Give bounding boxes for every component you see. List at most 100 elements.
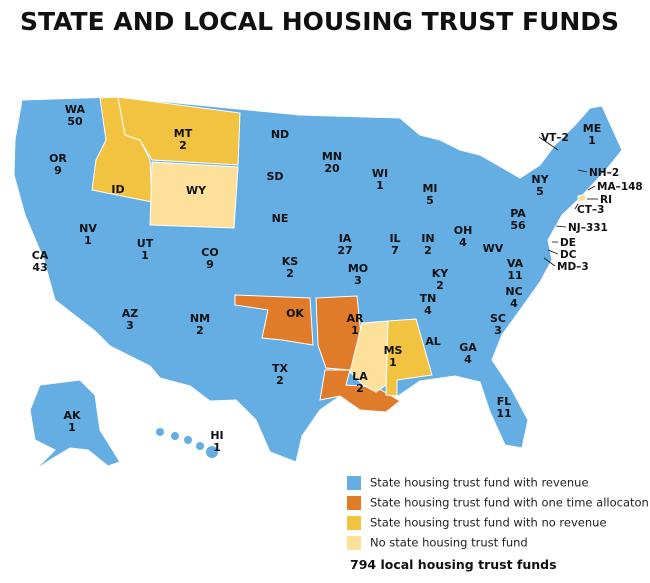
state-abbr: NY: [531, 173, 549, 186]
state-count: 7: [391, 244, 399, 257]
state-abbr: SC: [490, 312, 506, 325]
state-abbr: AK: [63, 409, 81, 422]
state-count: 4: [464, 353, 472, 366]
callout-line: [538, 136, 559, 151]
state-abbr: NV: [79, 222, 97, 235]
state-shape: [234, 294, 314, 346]
state-abbr: KS: [282, 255, 299, 268]
state-abbr: ID: [111, 183, 124, 196]
legend-label: State housing trust fund with no revenue: [370, 516, 607, 530]
state-count: 56: [510, 219, 526, 232]
callout-label: DC: [560, 249, 577, 261]
state-count: 2: [424, 244, 432, 257]
state-shape: [577, 193, 587, 203]
state-abbr: OH: [454, 224, 473, 237]
state-shape: [156, 428, 164, 436]
callout-line: [577, 169, 588, 173]
callout-label: NJ–331: [568, 222, 608, 234]
state-abbr: LA: [352, 370, 368, 383]
state-count: 2: [179, 139, 187, 152]
state-abbr: IN: [421, 232, 434, 245]
state-abbr: KY: [432, 267, 450, 280]
state-abbr: NE: [272, 212, 289, 225]
state-shape: [117, 96, 241, 166]
state-count: 1: [389, 356, 397, 369]
state-abbr: MT: [174, 127, 193, 140]
state-abbr: MN: [322, 150, 342, 163]
callout-label: CT–3: [577, 204, 604, 216]
callout-line: [547, 249, 559, 255]
state-count: 3: [494, 324, 502, 337]
callout-line: [543, 257, 556, 267]
state-abbr: GA: [459, 341, 477, 354]
state-abbr: OR: [49, 152, 67, 165]
state-count: 2: [436, 279, 444, 292]
state-abbr: PA: [510, 207, 526, 220]
callout-label: RI: [600, 194, 612, 206]
title: STATE AND LOCAL HOUSING TRUST FUNDS: [20, 7, 619, 36]
state-abbr: WY: [186, 184, 207, 197]
state-count: 11: [496, 407, 511, 420]
state-abbr: AZ: [122, 307, 139, 320]
state-abbr: OK: [286, 307, 304, 320]
state-count: 9: [206, 258, 214, 271]
legend-swatch: [347, 476, 361, 490]
state-abbr: MS: [384, 344, 403, 357]
state-abbr: IA: [339, 232, 352, 245]
state-count: 4: [510, 297, 518, 310]
state-abbr: CA: [32, 249, 49, 262]
state-count: 27: [337, 244, 352, 257]
state-count: 50: [67, 115, 83, 128]
state-abbr: NM: [190, 312, 210, 325]
state-abbr: TN: [420, 292, 437, 305]
state-abbr: HI: [210, 429, 223, 442]
states: [13, 96, 623, 471]
state-abbr: VA: [507, 257, 524, 270]
state-count: 1: [376, 179, 384, 192]
state-abbr: WI: [372, 167, 388, 180]
state-abbr: IL: [389, 232, 400, 245]
callout-line: [587, 185, 596, 191]
legend-swatch: [347, 536, 361, 550]
state-count: 4: [424, 304, 432, 317]
state-abbr: MO: [348, 262, 368, 275]
state-count: 3: [354, 274, 362, 287]
state-abbr: TX: [272, 362, 289, 375]
callout-line: [574, 203, 579, 210]
state-shape: [29, 379, 121, 471]
state-shape: [149, 161, 239, 229]
callout-label: VT–2: [541, 132, 569, 144]
state-shape: [184, 436, 192, 444]
state-count: 5: [426, 194, 434, 207]
state-count: 1: [213, 441, 221, 454]
state-abbr: NC: [505, 285, 522, 298]
state-shape: [319, 369, 401, 413]
callout-line: [555, 225, 567, 228]
state-count: 1: [68, 421, 76, 434]
state-count: 9: [54, 164, 62, 177]
state-shape: [196, 442, 204, 450]
state-count: 4: [459, 236, 467, 249]
legend-label: State housing trust fund with one time a…: [370, 496, 649, 510]
state-shape: [171, 432, 179, 440]
state-count: 2: [286, 267, 294, 280]
callout-label: MD–3: [557, 261, 589, 273]
state-count: 2: [356, 382, 364, 395]
state-count: 1: [351, 324, 359, 337]
state-count: 5: [536, 185, 544, 198]
callout-label: MA–148: [597, 181, 643, 193]
footer: 794 local housing trust funds: [350, 557, 557, 572]
state-abbr: UT: [137, 237, 154, 250]
state-count: 1: [141, 249, 149, 262]
state-count: 2: [196, 324, 204, 337]
callout-label: NH–2: [589, 167, 619, 179]
state-abbr: CO: [201, 246, 218, 259]
callout-label: DE: [560, 237, 576, 249]
state-abbr: ME: [583, 122, 601, 135]
labels: WA50OR9CA43NV1IDMT2WYUT1AZ3CO9NM2NDSDNEK…: [32, 103, 643, 454]
state-abbr: WA: [65, 103, 86, 116]
legend-swatch: [347, 496, 361, 510]
state-count: 20: [324, 162, 340, 175]
state-abbr: ND: [271, 128, 289, 141]
